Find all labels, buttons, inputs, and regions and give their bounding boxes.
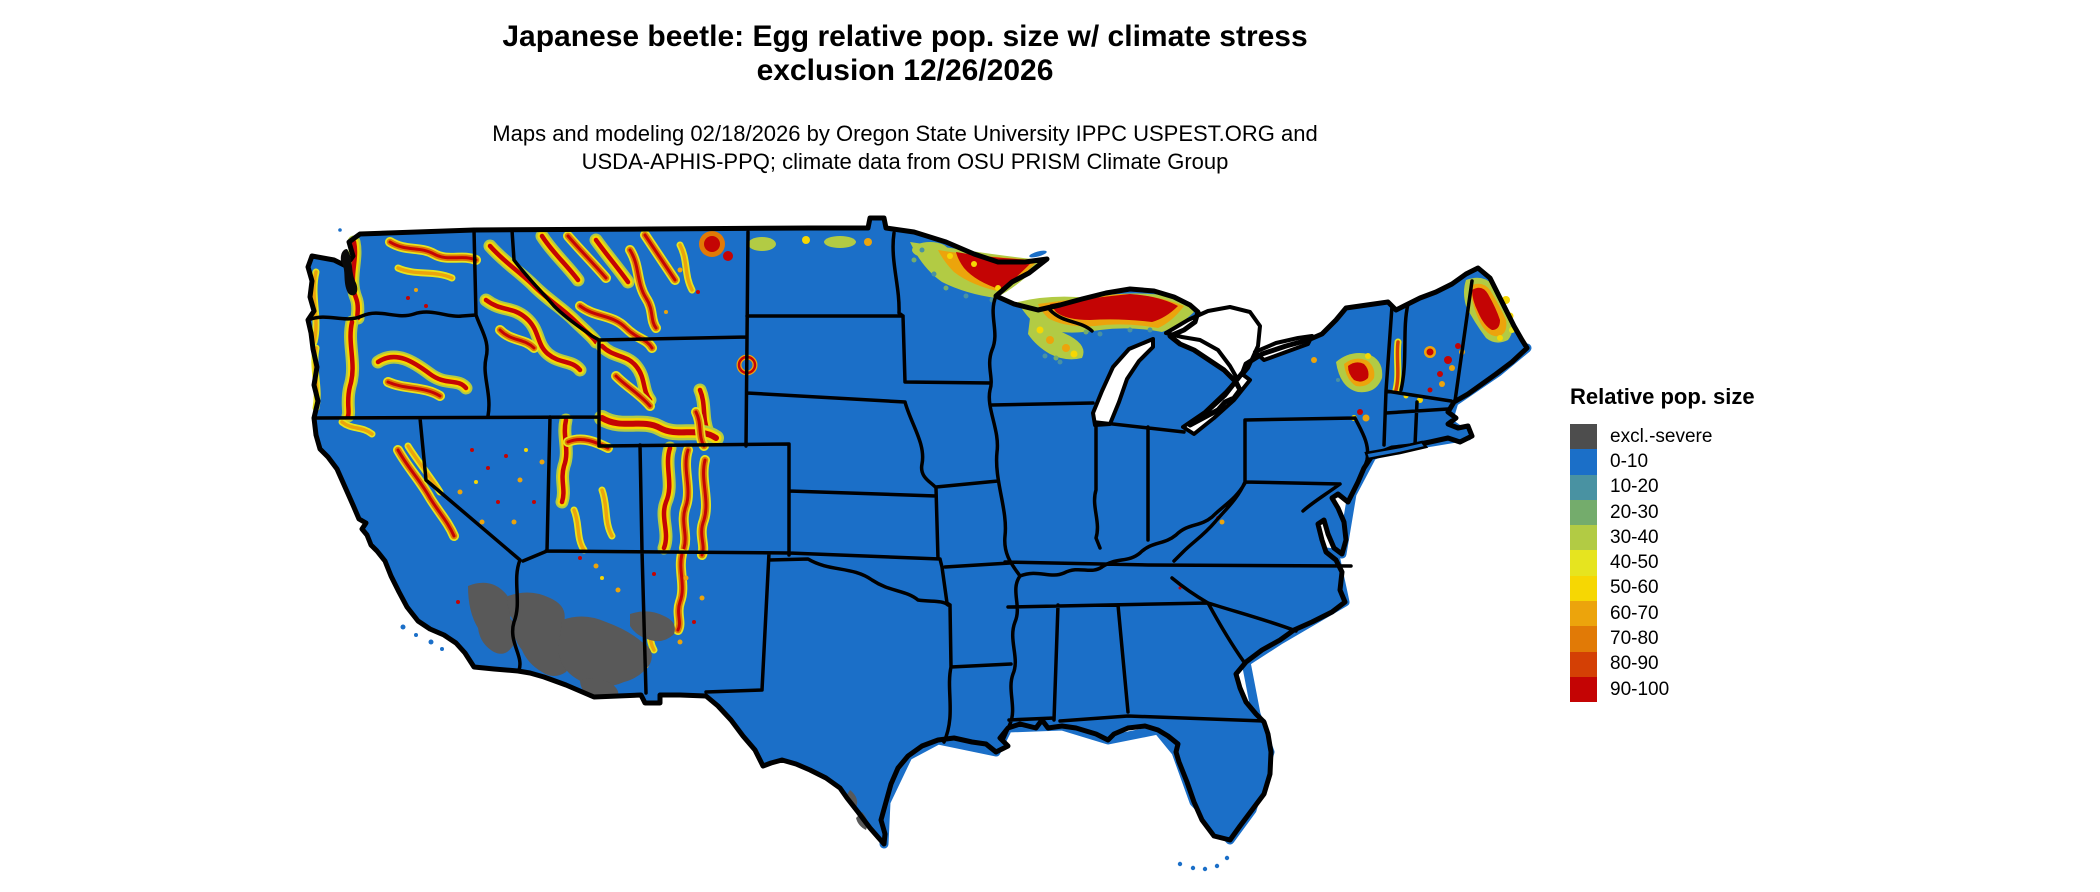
legend-label: 20-30 [1610, 501, 1659, 523]
map-subtitle-line1: Maps and modeling 02/18/2026 by Oregon S… [492, 121, 1318, 146]
legend-swatch [1570, 474, 1597, 500]
legend-swatch [1570, 676, 1597, 703]
legend-row: 0-10 [1570, 449, 1790, 475]
legend-row: 90-100 [1570, 676, 1790, 703]
adirondack-hotspot [1311, 353, 1383, 422]
legend-row: 30-40 [1570, 525, 1790, 551]
legend-label: 90-100 [1610, 678, 1670, 700]
legend-swatch [1570, 499, 1597, 526]
legend-row: 80-90 [1570, 651, 1790, 677]
map-subtitle-line2: USDA-APHIS-PPQ; climate data from OSU PR… [581, 149, 1229, 174]
legend-swatch [1570, 550, 1597, 576]
legend-label: 50-60 [1610, 577, 1659, 599]
long-island [1364, 440, 1429, 461]
puget-sound [340, 249, 358, 296]
us-outline [305, 215, 1530, 847]
map-header: Japanese beetle: Egg relative pop. size … [0, 20, 1810, 176]
legend-swatch [1570, 651, 1597, 677]
legend-row: 20-30 [1570, 499, 1790, 526]
legend-row: 60-70 [1570, 601, 1790, 627]
legend-row: 10-20 [1570, 474, 1790, 500]
legend-label: excl.-severe [1610, 425, 1713, 447]
us-map-svg [305, 215, 1532, 872]
offshore-features [338, 228, 1429, 872]
florida-keys [1177, 855, 1230, 872]
maine-hotspot [1403, 277, 1515, 403]
legend-label: 10-20 [1610, 476, 1659, 498]
map-subtitle: Maps and modeling 02/18/2026 by Oregon S… [0, 120, 1810, 176]
map-title-line2: exclusion 12/26/2026 [756, 54, 1054, 87]
legend-row: 40-50 [1570, 550, 1790, 576]
us-map [250, 150, 1570, 892]
legend-rows: excl.-severe 0-10 10-20 20-30 30-40 40-50 50-6… [1570, 424, 1790, 703]
legend-label: 0-10 [1610, 450, 1649, 472]
legend-label: 70-80 [1610, 628, 1659, 650]
legend-label: 60-70 [1610, 602, 1659, 624]
legend-swatch [1570, 601, 1597, 627]
legend-swatch [1570, 525, 1597, 551]
excluded-severe-zones [468, 582, 868, 830]
legend-row: 70-80 [1570, 626, 1790, 652]
legend: Relative pop. size excl.-severe 0-10 10-20… [1570, 384, 1790, 703]
legend-row: 50-60 [1570, 575, 1790, 602]
legend-swatch [1570, 626, 1597, 652]
legend-swatch [1570, 449, 1597, 475]
legend-label: 30-40 [1610, 526, 1659, 548]
isle-royale [1029, 250, 1047, 258]
scattered-hotspot-dots [406, 267, 1225, 669]
san-juan-island [338, 228, 342, 232]
legend-swatch [1570, 424, 1597, 450]
state-borders [306, 228, 1474, 744]
legend-label: 40-50 [1610, 552, 1659, 574]
legend-row: excl.-severe [1570, 424, 1790, 450]
legend-swatch [1570, 575, 1597, 602]
channel-islands [400, 624, 444, 651]
legend-label: 80-90 [1610, 653, 1659, 675]
legend-title: Relative pop. size [1570, 384, 1755, 409]
map-title-line1: Japanese beetle: Egg relative pop. size … [502, 20, 1308, 53]
